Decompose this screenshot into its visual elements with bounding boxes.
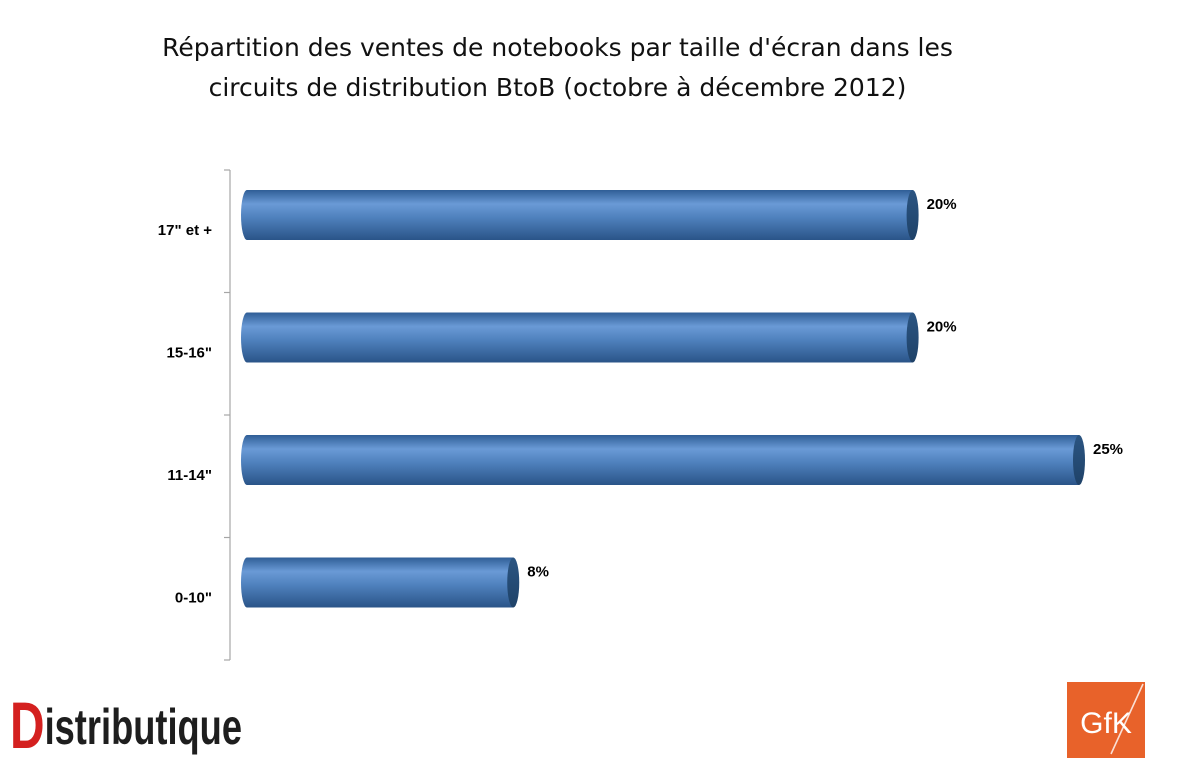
distributique-logo-text: Distributique xyxy=(10,688,242,762)
gfk-logo-text: GfK xyxy=(1080,707,1132,740)
bar xyxy=(241,190,913,240)
category-label: 11-14" xyxy=(167,467,212,484)
distributique-logo-initial: D xyxy=(10,688,45,762)
bar-end-cap xyxy=(906,190,919,240)
distributique-logo: Distributique xyxy=(10,688,242,762)
chart-title-line-2: circuits de distribution BtoB (octobre à… xyxy=(208,73,907,102)
bar-chart: 20% 17" et + 20% 15-16" 25% 11-14" 8% 0-10" xyxy=(158,169,1123,661)
distributique-logo-rest: istributique xyxy=(45,699,242,755)
data-label: 20% xyxy=(927,319,957,336)
data-label: 8% xyxy=(527,564,549,581)
data-label: 20% xyxy=(927,196,957,213)
bar xyxy=(241,312,913,363)
data-label: 25% xyxy=(1093,441,1123,458)
category-label: 0-10" xyxy=(175,590,212,607)
bar-end-cap xyxy=(906,312,919,363)
category-label: 15-16" xyxy=(167,345,212,362)
category-label: 17" et + xyxy=(158,222,212,239)
bar xyxy=(241,435,1079,485)
bar-end-cap xyxy=(507,557,520,608)
chart-title-line-1: Répartition des ventes de notebooks par … xyxy=(162,33,953,62)
bar-end-cap xyxy=(1073,435,1085,485)
bar xyxy=(241,557,514,608)
gfk-logo: GfK xyxy=(1067,682,1145,758)
chart-title: Répartition des ventes de notebooks par … xyxy=(100,28,1015,108)
